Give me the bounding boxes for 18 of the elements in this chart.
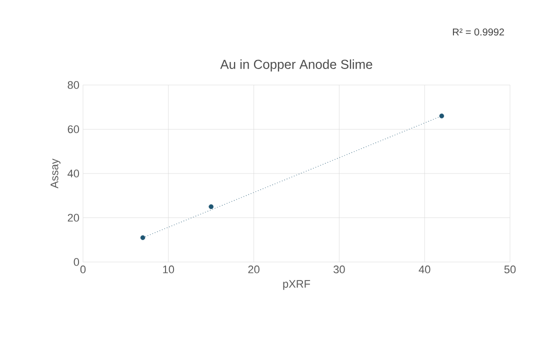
x-tick-label: 30 bbox=[334, 266, 345, 274]
y-tick-label: 60 bbox=[68, 125, 80, 134]
x-tick-label: 50 bbox=[504, 266, 516, 274]
y-tick-label: 20 bbox=[68, 214, 80, 222]
chart-title: Au in Copper Anode Slime bbox=[220, 59, 372, 72]
text: R² = 0.9992 bbox=[452, 28, 504, 36]
x-tick-label: 40 bbox=[418, 266, 430, 274]
y-axis-title: Assay bbox=[50, 158, 60, 188]
y-tick-label: 80 bbox=[68, 81, 80, 89]
point bbox=[208, 204, 214, 210]
x-tick-label: 10 bbox=[163, 266, 174, 274]
y-tick-label: 0 bbox=[74, 258, 80, 266]
y-tick-label: 40 bbox=[68, 170, 80, 178]
x-tick-label: 20 bbox=[248, 266, 260, 274]
point bbox=[140, 235, 146, 240]
x-tick-label: 0 bbox=[80, 266, 86, 274]
x-axis-title: pXRF bbox=[283, 280, 310, 290]
point bbox=[439, 114, 444, 118]
